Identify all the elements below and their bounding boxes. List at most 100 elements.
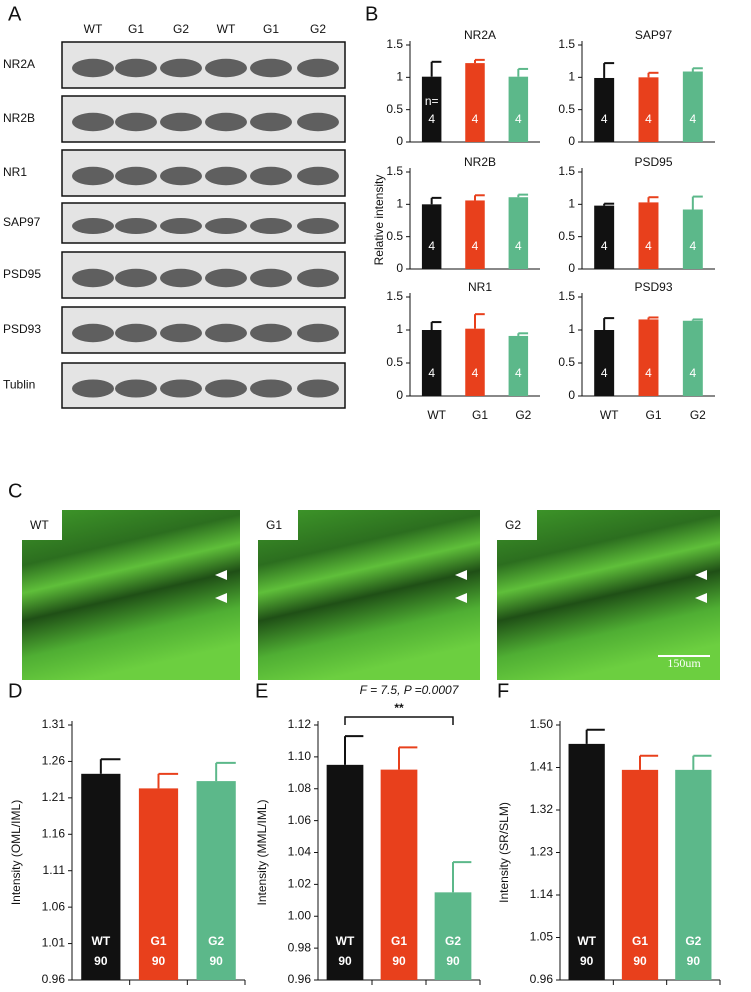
bar — [138, 788, 179, 980]
value-label: 90 — [580, 954, 594, 968]
value-label: 90 — [633, 954, 647, 968]
bar — [594, 330, 615, 396]
value-label: 4 — [645, 239, 652, 253]
image-label: G1 — [266, 518, 282, 532]
protein-label: NR2B — [3, 111, 35, 125]
y-axis-label: Intensity (MML/IML) — [255, 799, 269, 905]
panel-label: F — [497, 680, 509, 702]
category-label: G2 — [685, 934, 701, 948]
band — [205, 112, 247, 132]
category-label: WT — [92, 934, 111, 948]
image-label-box — [22, 510, 62, 540]
value-label: 90 — [94, 954, 108, 968]
y-tick-label: 0.96 — [530, 972, 554, 986]
panel-label: E — [255, 680, 268, 702]
band — [205, 379, 247, 398]
protein-label: SAP97 — [3, 215, 41, 229]
y-tick-label: 1 — [568, 322, 575, 336]
band — [297, 323, 339, 343]
band — [115, 58, 157, 78]
arrowhead — [215, 593, 227, 603]
arrowhead — [455, 570, 467, 580]
value-label: 4 — [472, 239, 479, 253]
y-tick-label: 1.5 — [558, 289, 575, 303]
y-tick-label: 1.05 — [530, 930, 554, 944]
y-tick-label: 1.21 — [42, 790, 66, 804]
band — [115, 379, 157, 398]
y-tick-label: 0 — [396, 388, 403, 402]
bar — [638, 202, 659, 269]
bar — [421, 76, 442, 142]
band — [72, 112, 114, 132]
value-label: 4 — [428, 366, 435, 380]
panel-label: B — [365, 3, 378, 25]
bar — [326, 764, 364, 980]
arrowhead — [695, 570, 707, 580]
y-tick-label: 1.12 — [288, 717, 312, 731]
y-tick-label: 0 — [568, 261, 575, 275]
y-tick-label: 0.96 — [42, 972, 66, 986]
y-tick-label: 1.41 — [530, 760, 554, 774]
bar — [380, 769, 418, 980]
blot-frame — [61, 306, 346, 354]
y-tick-label: 1.08 — [288, 781, 312, 795]
chart-title: SAP97 — [635, 28, 673, 42]
y-tick-label: 1.32 — [530, 802, 554, 816]
category-label: G2 — [208, 934, 224, 948]
y-tick-label: 0.98 — [288, 940, 312, 954]
value-label: 4 — [645, 366, 652, 380]
y-tick-label: 0 — [396, 261, 403, 275]
y-tick-label: 0.5 — [558, 229, 575, 243]
bar — [508, 197, 529, 269]
bar — [594, 205, 615, 269]
band — [160, 58, 202, 78]
x-tick-label: G2 — [690, 408, 706, 422]
band — [297, 58, 339, 78]
x-tick-label: WT — [600, 408, 619, 422]
protein-label: Tublin — [3, 378, 35, 392]
value-label: 4 — [472, 366, 479, 380]
band — [72, 323, 114, 343]
image-label: G2 — [505, 518, 521, 532]
y-tick-label: 1 — [396, 322, 403, 336]
category-label: G1 — [632, 934, 648, 948]
value-label: 4 — [689, 366, 696, 380]
bar — [568, 743, 605, 980]
bar — [421, 330, 442, 396]
lane-label: WT — [217, 22, 236, 36]
band — [205, 218, 247, 234]
value-label: 90 — [209, 954, 223, 968]
y-axis-label: Intensity (OML/IML) — [9, 800, 23, 905]
category-label: WT — [577, 934, 596, 948]
y-tick-label: 1.5 — [386, 164, 403, 178]
panel-label: C — [8, 480, 22, 502]
bar — [638, 77, 659, 142]
arrowhead — [455, 593, 467, 603]
band — [115, 112, 157, 132]
category-label: G2 — [445, 934, 461, 948]
bar — [465, 200, 485, 269]
y-tick-label: 1.10 — [288, 749, 312, 763]
band — [250, 166, 292, 186]
chart-title: PSD95 — [634, 155, 672, 169]
bar — [508, 335, 529, 396]
y-tick-label: 1.5 — [386, 289, 403, 303]
y-tick-label: 1.04 — [288, 845, 312, 859]
bar — [638, 319, 659, 396]
lane-label: WT — [84, 22, 103, 36]
bar — [621, 769, 659, 980]
value-label: 4 — [515, 112, 522, 126]
band — [205, 166, 247, 186]
panel-label: D — [8, 680, 22, 702]
y-tick-label: 1.50 — [530, 717, 554, 731]
y-axis-label: Intensity (SR/SLM) — [497, 802, 511, 903]
panel-label: A — [8, 3, 22, 25]
band — [115, 268, 157, 288]
bar — [508, 76, 529, 142]
y-tick-label: 0 — [396, 134, 403, 148]
y-tick-label: 0.5 — [558, 355, 575, 369]
value-label: 90 — [446, 954, 460, 968]
chart-title: NR2B — [464, 155, 496, 169]
y-tick-label: 1.06 — [42, 899, 66, 913]
protein-label: PSD93 — [3, 322, 41, 336]
